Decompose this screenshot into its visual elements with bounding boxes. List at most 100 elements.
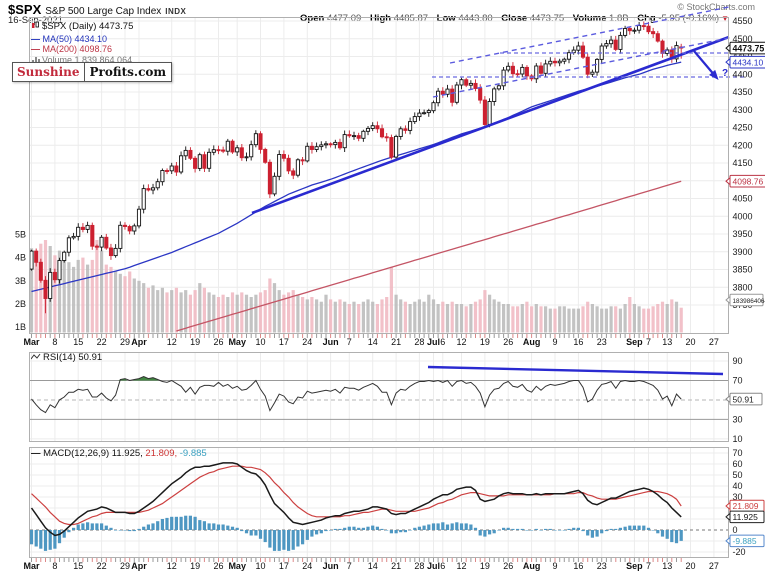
svg-text:23: 23 [597, 337, 607, 347]
svg-text:3950: 3950 [733, 229, 753, 239]
svg-text:Jun: Jun [323, 337, 339, 347]
svg-text:Apr: Apr [131, 561, 147, 571]
svg-text:26: 26 [503, 337, 513, 347]
header-title-row: $SPX S&P 500 Large Cap Index INDX [8, 1, 186, 19]
svg-text:17: 17 [279, 337, 289, 347]
ma50-line [31, 61, 682, 293]
svg-text:9: 9 [552, 337, 557, 347]
svg-text:12: 12 [456, 561, 466, 571]
svg-text:23: 23 [597, 561, 607, 571]
svg-text:2B: 2B [15, 299, 26, 309]
svg-text:4050: 4050 [733, 194, 753, 204]
macd-callout [729, 510, 765, 524]
svg-text:12: 12 [456, 337, 466, 347]
chg-value: -5.95 (-0.16%) [658, 13, 720, 24]
svg-text:21: 21 [391, 337, 401, 347]
svg-text:26: 26 [213, 561, 223, 571]
x-axis: Mar 8 15 22 29 Apr 12 19 26 May 10 17 24 Jun 7 14 21 28 Ju… [23, 334, 719, 571]
svg-text:21: 21 [391, 561, 401, 571]
svg-text:9: 9 [552, 561, 557, 571]
svg-text:1B: 1B [15, 322, 26, 332]
high-label: High [369, 13, 392, 24]
svg-text:Aug: Aug [523, 337, 541, 347]
ma50-callout [729, 55, 765, 69]
ma50-line-icon: — [31, 33, 40, 44]
rsi-line [31, 376, 682, 414]
svg-text:30: 30 [733, 492, 743, 502]
svg-text:21.809: 21.809 [733, 501, 759, 511]
svg-text:29: 29 [120, 561, 130, 571]
rsi-callout [729, 392, 763, 406]
chg-label: Chg [637, 13, 656, 24]
svg-text:27: 27 [709, 337, 719, 347]
svg-text:May: May [228, 337, 246, 347]
svg-text:24: 24 [302, 561, 312, 571]
logo-sunshine: Sunshine [13, 63, 85, 81]
svg-text:28: 28 [414, 561, 424, 571]
chart-legend: $SPX (Daily) 4473.75 — MA(50) 4434.10 — … [31, 21, 133, 66]
svg-text:19: 19 [480, 561, 490, 571]
rsi-panel-label: RSI(14) 50.91 [30, 352, 102, 364]
svg-text:10: 10 [733, 434, 743, 444]
rsi-panel [30, 365, 728, 420]
svg-text:11.925: 11.925 [733, 512, 759, 522]
svg-text:12: 12 [167, 337, 177, 347]
svg-text:19: 19 [480, 337, 490, 347]
svg-text:8: 8 [52, 561, 57, 571]
svg-text:7: 7 [347, 561, 352, 571]
svg-text:May: May [228, 561, 246, 571]
svg-text:8: 8 [52, 337, 57, 347]
quote-line: Open 4477.09 High 4485.87 Low 4443.80 Cl… [294, 13, 729, 24]
legend-ma50-row: — MA(50) 4434.10 [31, 34, 133, 45]
macd-hist-callout [729, 534, 765, 548]
svg-text:50: 50 [733, 470, 743, 480]
svg-text:4200: 4200 [733, 140, 753, 150]
volume-value: 1.8B [609, 13, 629, 24]
channel-upper-dashed [449, 6, 730, 64]
svg-text:17: 17 [279, 561, 289, 571]
axis-callouts: 4473.75 4434.10 4098.76 1839864064 50.91 21.8… [725, 41, 765, 548]
svg-text:Sep: Sep [626, 337, 643, 347]
legend-volume-text: Volume 1,839,864,064 [42, 54, 133, 65]
svg-text:Sep: Sep [626, 561, 643, 571]
svg-text:70: 70 [733, 376, 743, 386]
svg-text:28: 28 [414, 337, 424, 347]
svg-text:Jul: Jul [427, 561, 440, 571]
svg-text:7: 7 [347, 337, 352, 347]
drawn-annotations: ? [251, 6, 744, 215]
price-callout [729, 41, 765, 55]
svg-text:4473.75: 4473.75 [733, 43, 765, 53]
rsi-squiggle-icon [30, 353, 41, 364]
svg-text:Jun: Jun [323, 561, 339, 571]
chg-down-icon: ▼ [721, 14, 729, 23]
macd-line-icon: — [31, 448, 41, 459]
volume-bars-icon [31, 56, 40, 67]
svg-text:15: 15 [73, 337, 83, 347]
svg-text:4500: 4500 [733, 34, 753, 44]
svg-text:6: 6 [440, 561, 445, 571]
svg-text:12: 12 [167, 561, 177, 571]
svg-text:22: 22 [97, 561, 107, 571]
svg-text:19: 19 [190, 337, 200, 347]
macd-panel [29, 462, 728, 553]
svg-text:27: 27 [709, 561, 719, 571]
logo-profits: Profits.com [89, 65, 167, 79]
svg-text:50.91: 50.91 [733, 394, 755, 404]
svg-text:70: 70 [733, 448, 743, 458]
svg-text:4000: 4000 [733, 211, 753, 221]
low-value: 4443.80 [458, 13, 493, 24]
rsi-declining-trendline [427, 365, 724, 376]
svg-text:4150: 4150 [733, 158, 753, 168]
legend-volume-row: Volume 1,839,864,064 [31, 55, 133, 67]
copyright: © StockCharts.com [677, 2, 755, 12]
legend-price-text: $SPX (Daily) 4473.75 [42, 21, 134, 32]
svg-text:10: 10 [255, 561, 265, 571]
macd-signal-line [31, 465, 682, 526]
svg-text:-9.885: -9.885 [733, 536, 757, 546]
svg-text:15: 15 [73, 561, 83, 571]
legend-price-row: $SPX (Daily) 4473.75 [31, 21, 133, 34]
macd-signal-value: 21.809, [145, 448, 178, 459]
legend-ma50-text: MA(50) 4434.10 [42, 33, 108, 44]
